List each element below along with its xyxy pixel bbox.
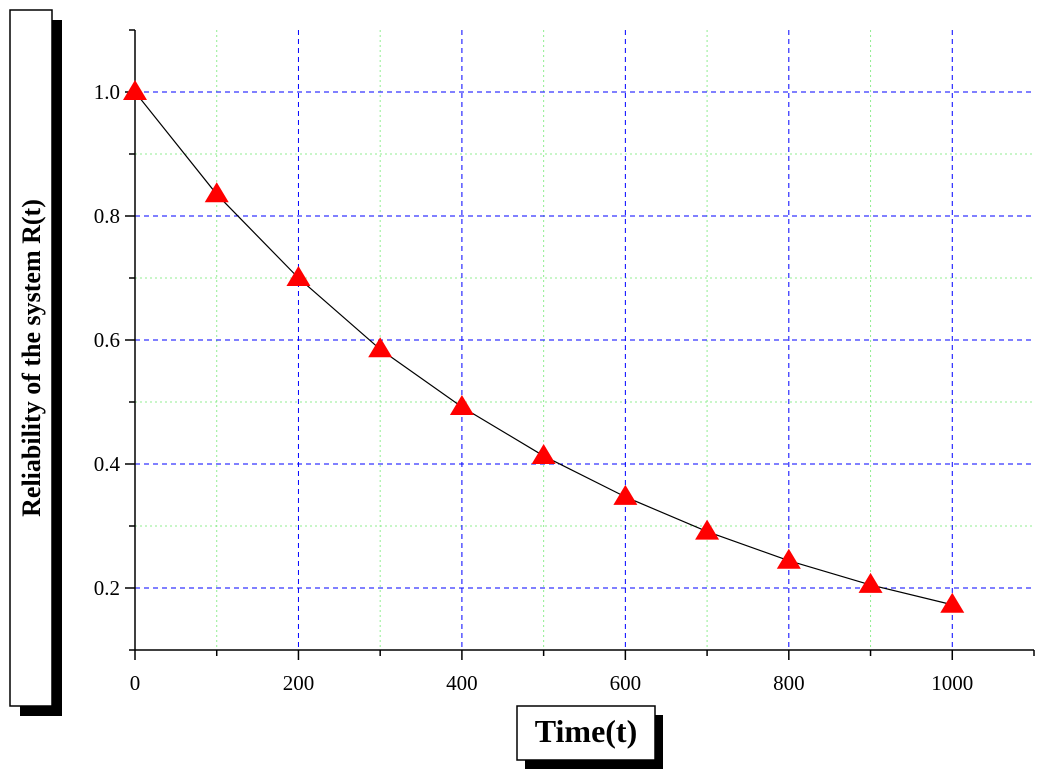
axes	[134, 30, 1034, 651]
data-point-marker	[858, 572, 883, 593]
x-tick-label: 400	[446, 671, 478, 695]
series-line	[134, 91, 953, 606]
y-tick-label: 0.4	[94, 452, 121, 476]
data-point-marker	[204, 182, 229, 203]
data-point-marker	[449, 394, 474, 415]
x-tick-label: 0	[130, 671, 141, 695]
x-tick-label: 600	[610, 671, 642, 695]
y-axis-title-box: Reliability of the system R(t)	[9, 9, 62, 716]
grid	[135, 30, 1034, 650]
data-point-marker	[286, 266, 311, 286]
data-point-marker	[531, 443, 556, 464]
x-axis-title: Time(t)	[535, 713, 637, 749]
y-tick-label: 1.0	[94, 80, 120, 104]
data-point-marker	[940, 592, 965, 613]
data-point-marker	[613, 484, 638, 505]
data-point-marker	[695, 519, 720, 540]
y-tick-label: 0.8	[94, 204, 120, 228]
y-tick-label: 0.6	[94, 328, 120, 352]
x-axis-title-box: Time(t)	[516, 705, 663, 769]
y-tick-label: 0.2	[94, 576, 120, 600]
x-tick-label: 800	[773, 671, 805, 695]
data-point-marker	[368, 337, 393, 358]
y-axis-title: Reliability of the system R(t)	[17, 199, 46, 517]
x-tick-label: 200	[283, 671, 315, 695]
series	[123, 80, 965, 613]
data-point-marker	[776, 548, 801, 569]
x-tick-label: 1000	[931, 671, 973, 695]
ticks	[125, 29, 1035, 660]
data-point-marker	[123, 80, 147, 100]
tick-labels: 0 200 400 600 800 1000 0.2 0.4 0.6 0.8 1.0	[94, 80, 974, 695]
